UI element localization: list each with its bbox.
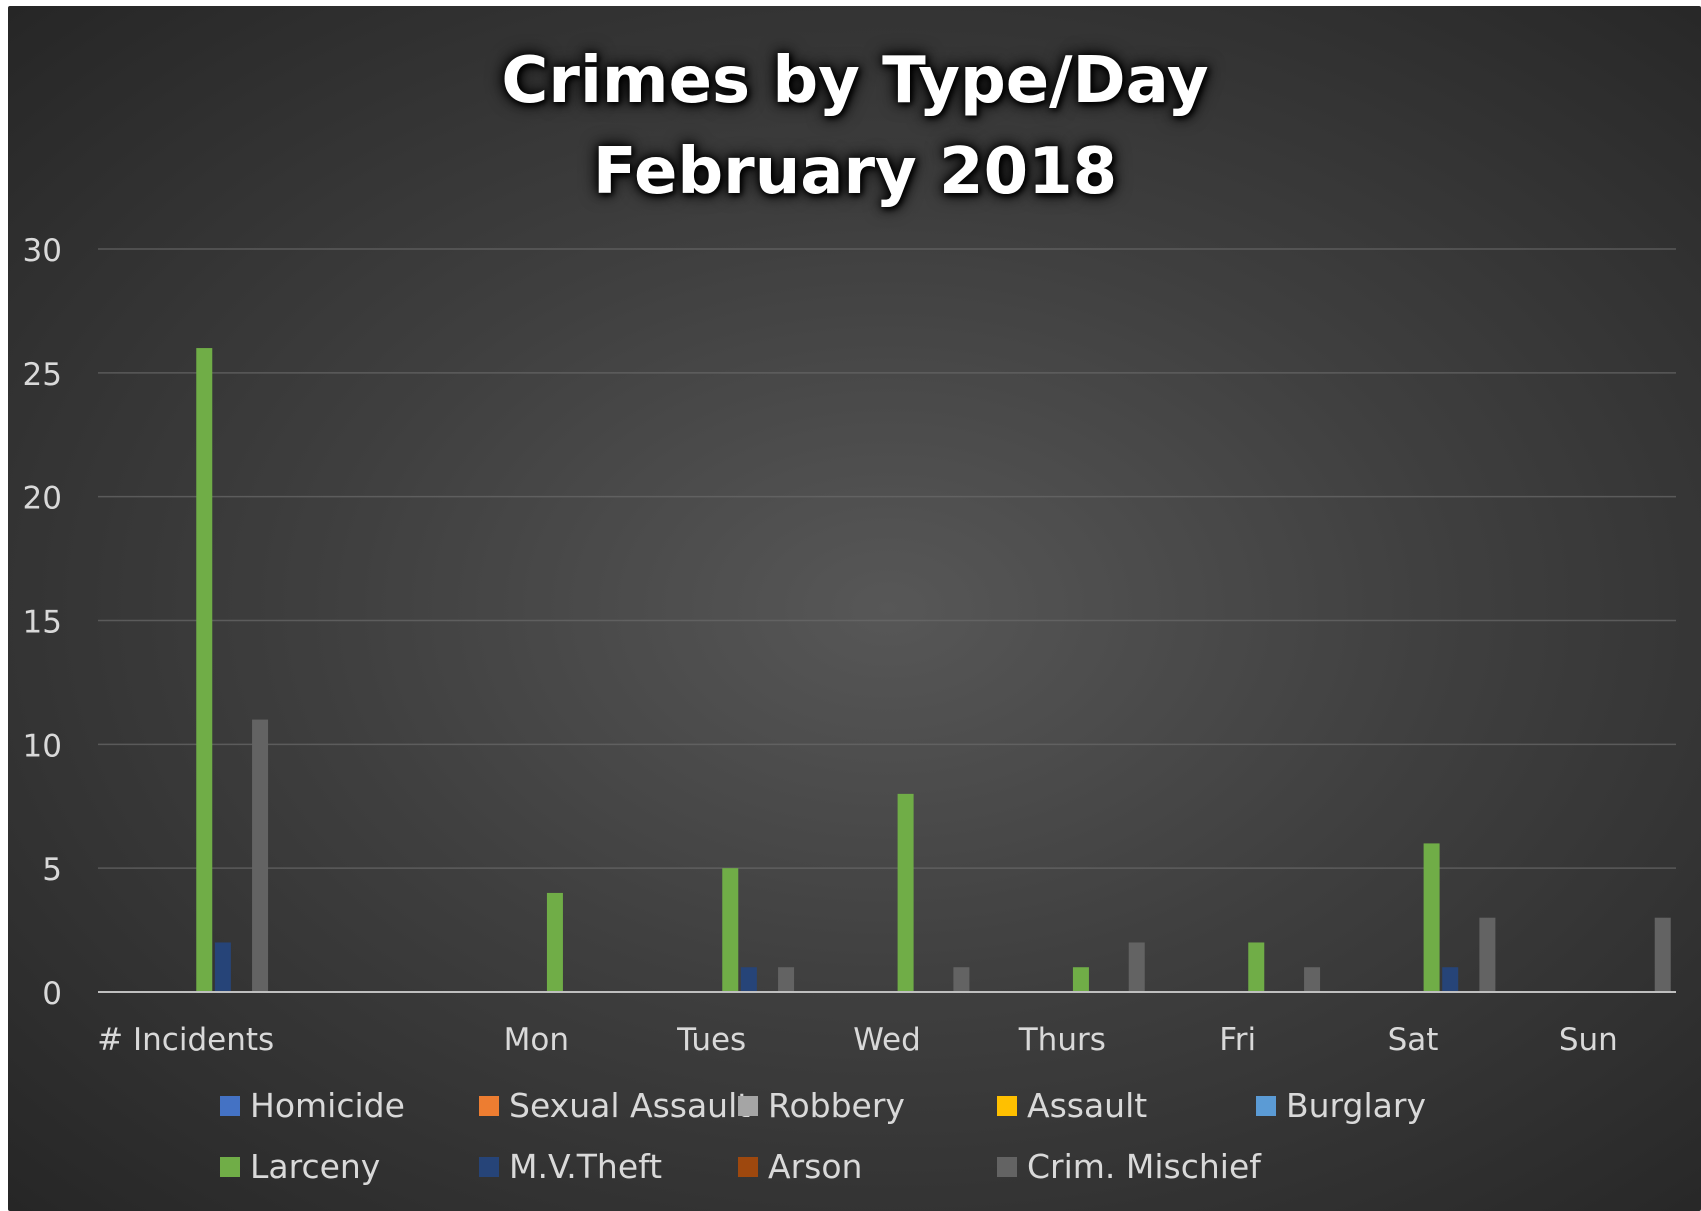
y-tick-label: 10 — [23, 728, 62, 764]
bar-larceny — [1423, 843, 1440, 992]
bar-larceny — [897, 793, 914, 992]
bar-crim-mischief — [252, 719, 269, 992]
y-tick-label: 20 — [23, 481, 62, 517]
bar-m-v-theft — [1442, 967, 1459, 992]
y-tick-label: 5 — [42, 852, 62, 888]
chart-title-line-1: Crimes by Type/Day — [501, 44, 1209, 118]
chart-background — [8, 6, 1701, 1211]
bar-larceny — [722, 868, 739, 992]
bar-m-v-theft — [214, 942, 231, 992]
bar-larceny — [1248, 942, 1265, 992]
bar-larceny — [196, 348, 213, 993]
x-tick-label: # Incidents — [97, 1022, 274, 1058]
x-tick-label: Sat — [1388, 1022, 1439, 1058]
y-tick-label: 15 — [23, 605, 62, 641]
bar-larceny — [1072, 967, 1089, 992]
y-tick-label: 25 — [23, 357, 62, 393]
bar-crim-mischief — [953, 967, 970, 992]
bar-m-v-theft — [740, 967, 757, 992]
x-tick-label: Thurs — [1018, 1022, 1106, 1058]
bar-crim-mischief — [1654, 917, 1671, 992]
chart-title: Crimes by Type/Day February 2018 — [0, 36, 1701, 218]
x-tick-label: Mon — [504, 1022, 569, 1058]
y-tick-label: 30 — [23, 233, 62, 269]
y-tick-label: 0 — [42, 976, 62, 1012]
bar-larceny — [546, 892, 563, 992]
bar-crim-mischief — [1479, 917, 1496, 992]
bar-crim-mischief — [1304, 967, 1321, 992]
bar-crim-mischief — [1128, 942, 1145, 992]
x-tick-label: Fri — [1219, 1022, 1256, 1058]
chart-title-line-2: February 2018 — [592, 135, 1118, 209]
x-tick-label: Tues — [676, 1022, 746, 1058]
bar-crim-mischief — [778, 967, 795, 992]
x-tick-label: Sun — [1559, 1022, 1618, 1058]
x-tick-label: Wed — [853, 1022, 921, 1058]
